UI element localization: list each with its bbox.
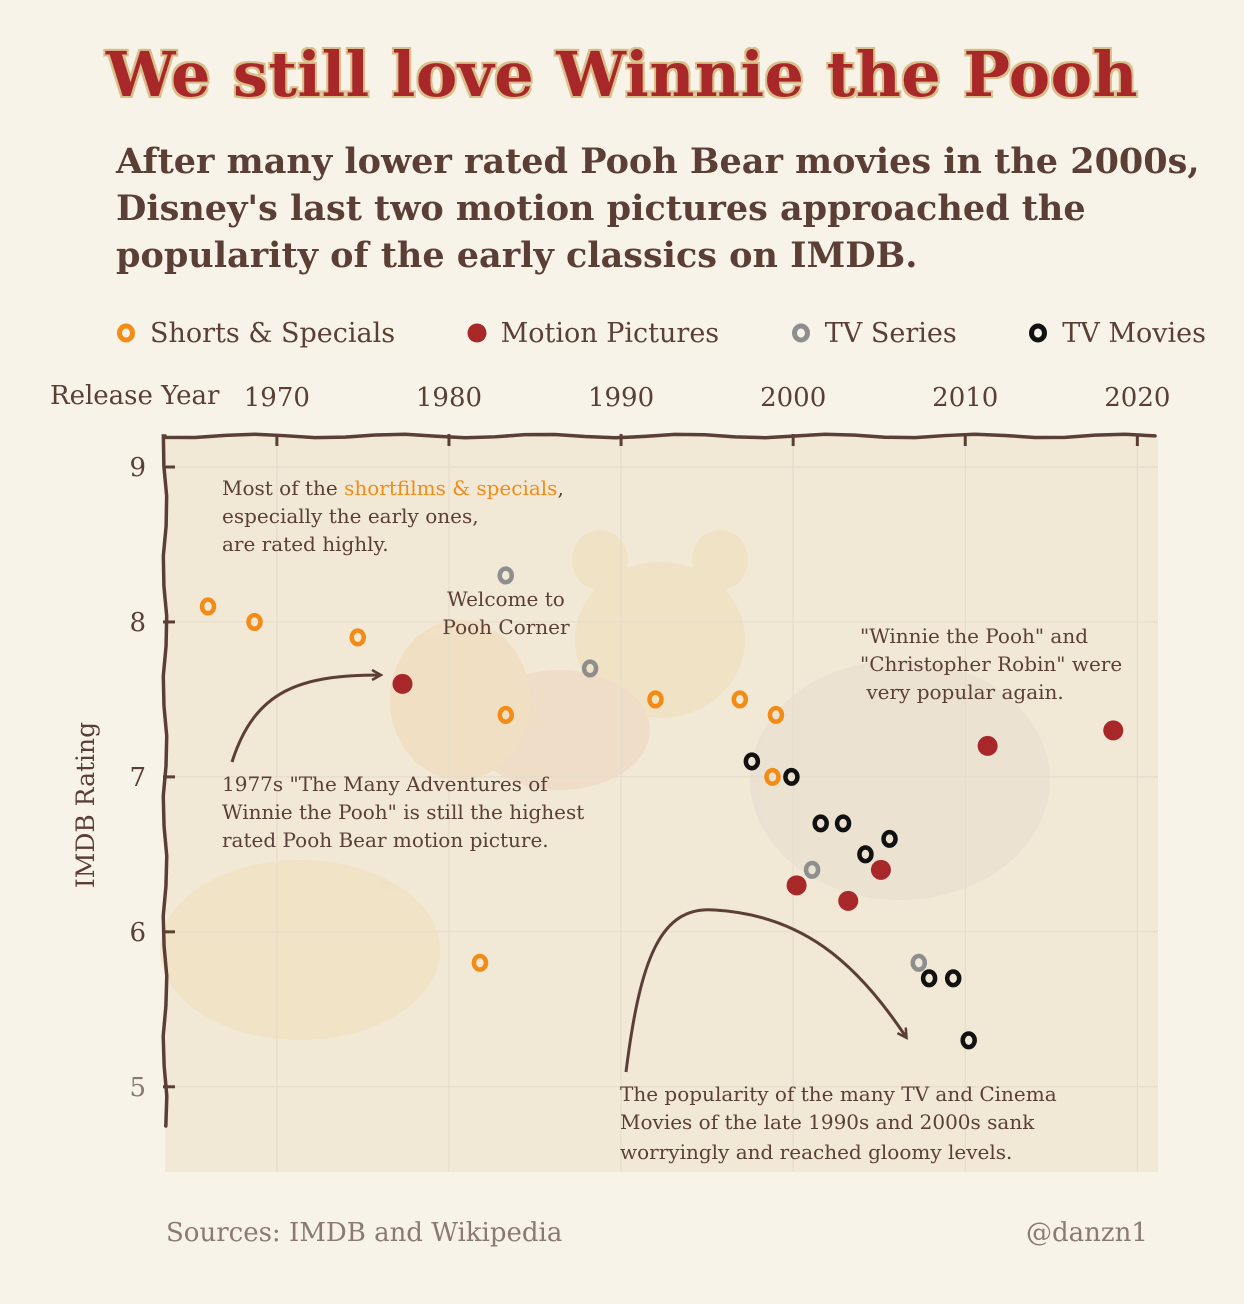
annotation-shorts-highlight: shortfilms & specials (344, 476, 557, 500)
annotation-arrows (230, 675, 906, 1073)
legend-marker-tvseries (791, 323, 810, 343)
point-motion-picture (977, 735, 998, 756)
point-tv-movies (834, 814, 852, 833)
point-shorts-specials (199, 597, 217, 616)
point-shorts-specials (471, 953, 489, 972)
legend-item-tvmovies: TV Movies (1028, 318, 1206, 349)
plot-background (165, 436, 1158, 1172)
credit: @danzn1 (1026, 1218, 1148, 1248)
x-axis-label: Release Year (50, 381, 220, 411)
point-shorts-specials (246, 612, 263, 631)
annotation-gloomy-line1: The popularity of the many TV and Cinema (620, 1082, 1057, 1106)
point-tv-movies (920, 969, 938, 988)
annotation-classic-line2: Winnie the Pooh" is still the highest (222, 800, 584, 824)
point-tv-series (910, 953, 928, 972)
point-shorts-specials (497, 705, 515, 724)
annotation-gloomy-line2: Movies of the late 1990s and 2000s sank (620, 1110, 1035, 1134)
y-axis-line (161, 434, 169, 1128)
annotations: Most of the shortfilms & specials, espec… (222, 476, 1122, 1164)
annotation-classic-line3: rated Pooh Bear motion picture. (222, 828, 549, 852)
point-tv-movies (783, 767, 800, 786)
annotation-shorts-prefix: Most of the (222, 476, 344, 500)
legend-marker-tvmovies (1029, 323, 1048, 343)
point-motion-picture (786, 875, 807, 896)
point-motion-picture (838, 890, 859, 911)
axes (161, 432, 1157, 1128)
legend-label-tvmovies: TV Movies (1062, 317, 1206, 349)
point-motion-picture (1103, 720, 1124, 741)
legend-item-motion: Motion Pictures (467, 317, 720, 349)
point-tv-movies (812, 814, 829, 833)
point-tv-movies (881, 829, 898, 848)
y-axis-label: IMDB Rating (71, 722, 100, 888)
arrow-classic (230, 675, 380, 763)
point-tv-movies (857, 845, 874, 864)
chart-subtitle: After many lower rated Pooh Bear movies … (116, 141, 1200, 276)
point-tv-series (581, 659, 599, 678)
point-tv-movies (743, 752, 761, 771)
x-tick-label: 1980 (416, 383, 482, 413)
annotation-shorts-line3: are rated highly. (222, 532, 389, 556)
x-tick-label: 2020 (1104, 383, 1170, 413)
point-tv-series (803, 860, 821, 879)
annotation-shorts-line2: especially the early ones, (222, 504, 479, 528)
point-motion-picture (870, 859, 891, 880)
y-tick-label: 9 (129, 453, 146, 483)
annotation-shorts-suffix: , (557, 476, 563, 500)
legend-item-tvseries: TV Series (791, 318, 957, 349)
y-tick-label: 8 (129, 608, 146, 638)
x-tick-label: 1970 (244, 383, 310, 413)
legend-label-motion: Motion Pictures (500, 317, 720, 349)
arrow-gloomy (624, 908, 906, 1073)
legend-label-shorts: Shorts & Specials (150, 317, 396, 349)
chart-title: We still love Winnie the Pooh (105, 38, 1139, 111)
x-axis-line (163, 432, 1157, 440)
legend-label-tvseries: TV Series (824, 317, 957, 349)
x-tick-label: 1990 (588, 383, 654, 413)
annotation-popular-line1: "Winnie the Pooh" and (860, 624, 1088, 648)
annotation-classic-line1: 1977s "The Many Adventures of (222, 772, 549, 796)
source-note: Sources: IMDB and Wikipedia (166, 1218, 563, 1248)
annotation-popular-line2: "Christopher Robin" were (860, 652, 1122, 676)
grid-lines (165, 436, 1158, 1172)
annotation-popular-line3: very popular again. (860, 680, 1064, 704)
annotation-welcome-line1: Welcome to (447, 587, 565, 611)
x-tick-label: 2000 (760, 383, 826, 413)
annotation-shorts-line1: Most of the shortfilms & specials, (222, 476, 564, 500)
point-motion-picture (392, 673, 413, 694)
legend-marker-shorts (117, 323, 135, 343)
point-tv-movies (960, 1031, 977, 1050)
background-decoration (160, 530, 1050, 1040)
y-tick-label: 7 (129, 763, 146, 793)
point-shorts-specials (764, 767, 781, 786)
data-points (199, 566, 1124, 1050)
tick-labels: 1970 1980 1990 2000 2010 2020 5 6 7 8 9 (129, 383, 1170, 1103)
point-shorts-specials (731, 690, 749, 709)
annotation-welcome-line2: Pooh Corner (442, 615, 570, 639)
legend-item-shorts: Shorts & Specials (116, 318, 395, 349)
point-shorts-specials (349, 628, 366, 647)
point-tv-movies (944, 969, 962, 988)
legend: Shorts & Specials Motion Pictures TV Ser… (116, 313, 1206, 353)
point-shorts-specials (647, 690, 664, 709)
legend-marker-motion (467, 323, 487, 343)
annotation-gloomy-line3: worryingly and reached gloomy levels. (620, 1140, 1012, 1164)
point-tv-series (497, 566, 515, 585)
point-shorts-specials (767, 705, 785, 724)
y-tick-label: 5 (129, 1073, 146, 1103)
x-tick-label: 2010 (932, 383, 998, 413)
y-tick-label: 6 (129, 918, 146, 948)
